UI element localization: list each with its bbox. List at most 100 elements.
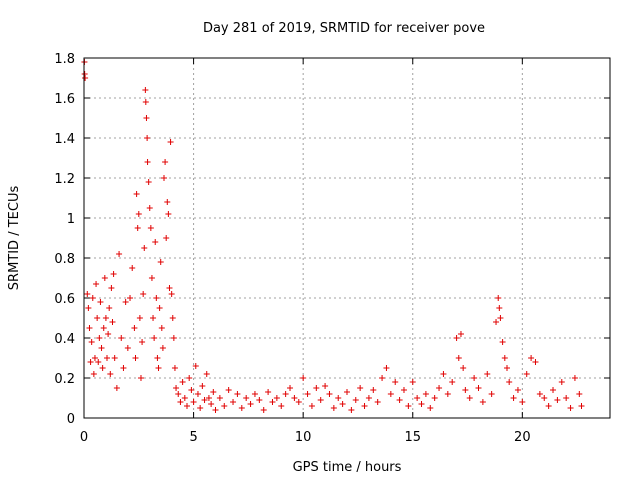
data-point <box>111 355 118 361</box>
data-point <box>510 395 517 401</box>
data-point <box>139 339 146 345</box>
data-point <box>383 365 390 371</box>
data-point <box>466 395 473 401</box>
data-point <box>545 403 552 409</box>
data-point <box>431 395 438 401</box>
data-point <box>475 385 482 391</box>
data-point <box>188 387 195 393</box>
data-points <box>81 59 585 413</box>
data-point <box>400 387 407 393</box>
plot-frame <box>83 57 611 419</box>
data-point <box>89 295 96 301</box>
data-point <box>541 395 548 401</box>
data-point <box>136 315 143 321</box>
data-point <box>563 395 570 401</box>
data-point <box>409 379 416 385</box>
data-point <box>194 391 201 397</box>
y-tick-label: 1.4 <box>54 132 75 147</box>
data-point <box>118 335 125 341</box>
data-point <box>455 355 462 361</box>
data-point <box>243 395 250 401</box>
data-point <box>295 399 302 405</box>
data-point <box>251 391 258 397</box>
data-point <box>282 391 289 397</box>
data-point <box>205 395 212 401</box>
data-point <box>144 135 151 141</box>
x-tick-label: 10 <box>295 430 312 445</box>
data-point <box>462 387 469 393</box>
data-point <box>102 315 109 321</box>
data-point <box>82 75 89 81</box>
data-point <box>87 359 94 365</box>
data-point <box>374 399 381 405</box>
data-point <box>256 397 263 403</box>
data-point <box>344 389 350 395</box>
data-point <box>216 395 223 401</box>
data-point <box>98 345 105 351</box>
data-point <box>96 335 103 341</box>
data-point <box>140 291 147 297</box>
data-point <box>143 115 150 121</box>
data-point <box>134 225 141 231</box>
data-point <box>101 275 108 281</box>
data-point <box>186 375 193 381</box>
data-point <box>164 199 171 205</box>
data-point <box>162 159 169 165</box>
y-tick-label: 0.8 <box>54 252 75 267</box>
data-point <box>142 87 149 93</box>
x-tick-label: 15 <box>404 430 421 445</box>
data-point <box>152 239 159 245</box>
data-point <box>550 387 557 393</box>
data-point <box>104 355 111 361</box>
data-point <box>93 281 100 287</box>
data-point <box>175 391 182 397</box>
data-point <box>265 389 272 395</box>
data-point <box>133 191 140 197</box>
data-point <box>335 395 342 401</box>
data-point <box>210 389 217 395</box>
data-point <box>150 315 157 321</box>
data-point <box>86 325 93 331</box>
data-point <box>273 395 280 401</box>
data-point <box>457 331 464 337</box>
data-point <box>179 379 186 385</box>
data-point <box>503 365 510 371</box>
y-axis-title: SRMTID / TECUs <box>7 186 22 291</box>
data-point <box>184 403 191 409</box>
x-tick-label: 5 <box>189 430 197 445</box>
data-point <box>135 211 142 217</box>
data-point <box>99 365 106 371</box>
data-point <box>488 391 495 397</box>
data-point <box>181 395 188 401</box>
data-point <box>418 401 425 407</box>
data-point <box>514 387 521 393</box>
data-point <box>163 235 170 241</box>
data-point <box>108 285 115 291</box>
y-tick-label: 0.6 <box>54 292 75 307</box>
data-point <box>97 299 104 305</box>
data-point <box>501 355 508 361</box>
data-point <box>532 359 539 365</box>
data-point <box>558 379 565 385</box>
data-point <box>155 365 162 371</box>
x-tick-label: 0 <box>80 430 88 445</box>
data-point <box>436 385 443 391</box>
data-point <box>313 385 320 391</box>
y-tick-label: 1 <box>67 212 75 227</box>
data-point <box>471 375 478 381</box>
data-point <box>571 375 578 381</box>
data-point <box>567 405 574 411</box>
data-point <box>453 335 460 341</box>
data-point <box>221 403 228 409</box>
data-point <box>536 391 543 397</box>
data-point <box>153 295 160 301</box>
data-point <box>203 371 210 377</box>
x-axis-title: GPS time / hours <box>293 460 402 475</box>
data-point <box>167 139 174 145</box>
data-point <box>127 295 134 301</box>
data-point <box>308 403 315 409</box>
data-point <box>357 385 364 391</box>
data-point <box>159 345 166 351</box>
data-point <box>427 405 434 411</box>
data-point <box>192 363 199 369</box>
